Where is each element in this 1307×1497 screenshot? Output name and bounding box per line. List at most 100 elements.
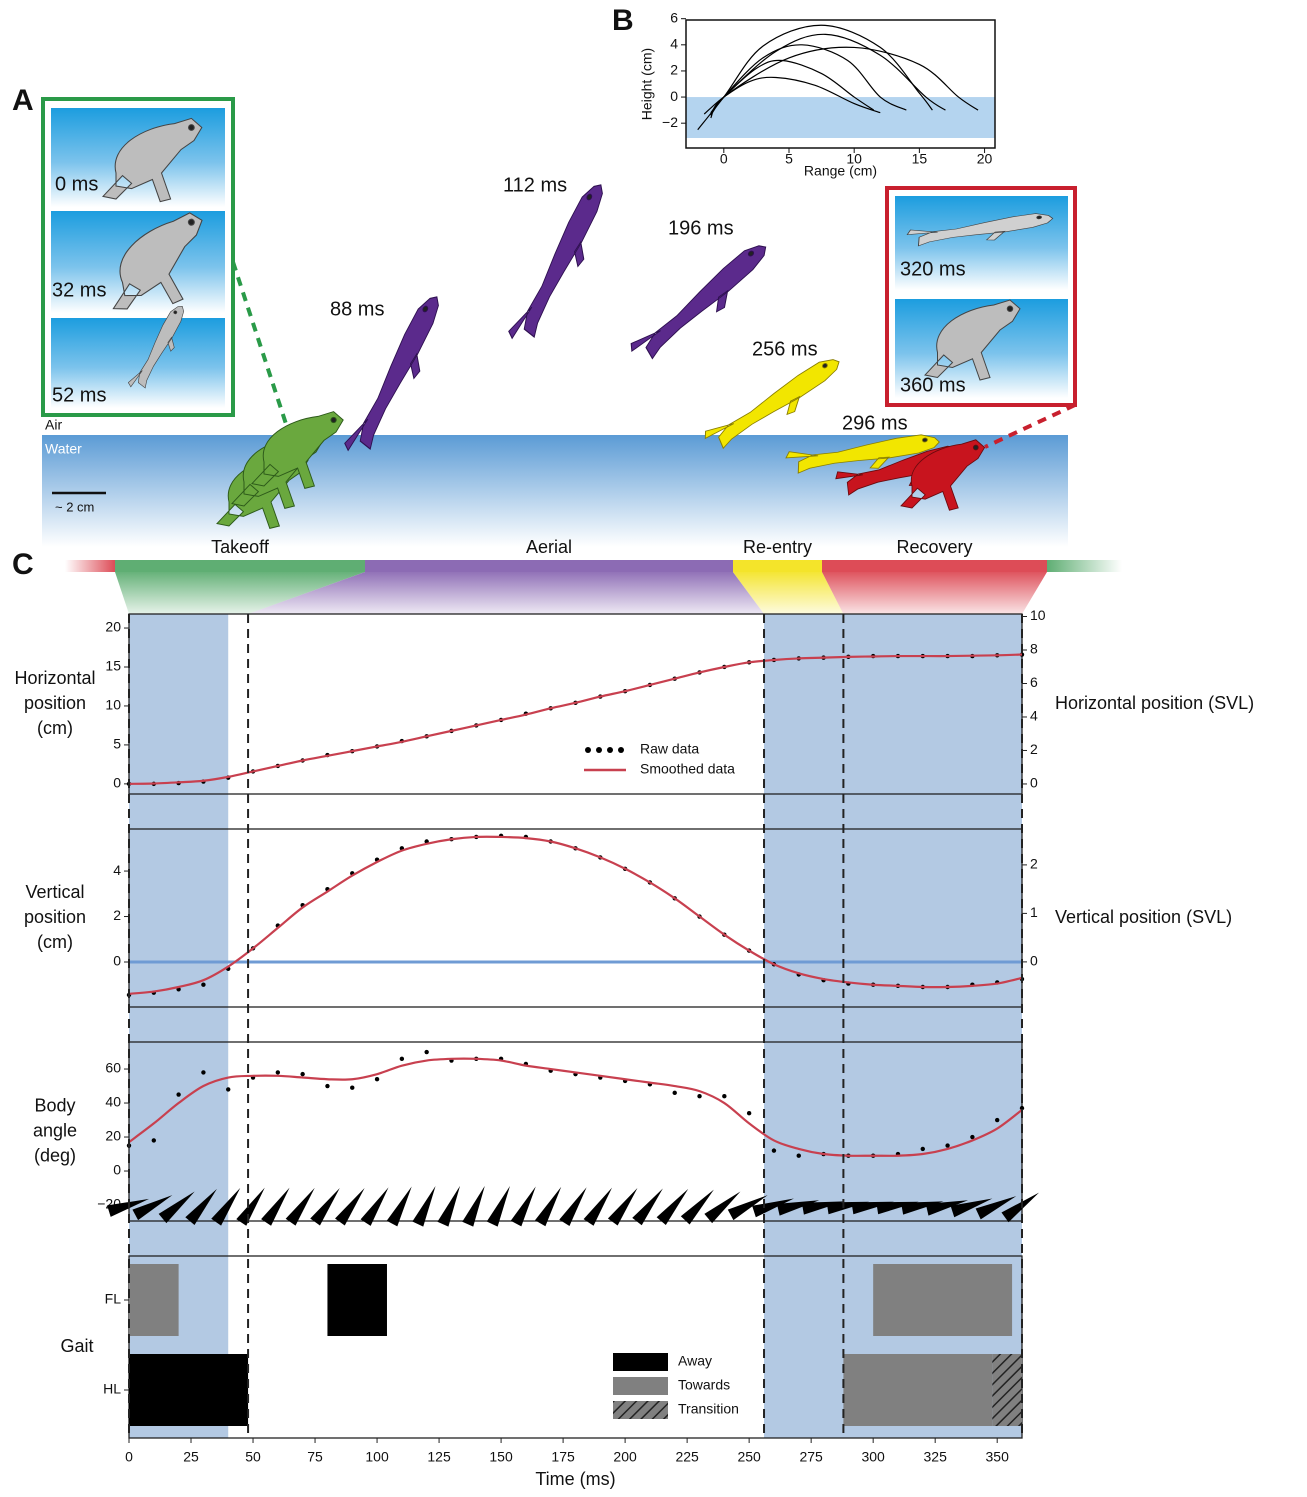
y-axis-label: Gait xyxy=(60,1336,93,1356)
frame-time: 52 ms xyxy=(52,384,106,406)
orientation-glyph xyxy=(657,1189,689,1225)
x-tick-label: 250 xyxy=(737,1449,761,1465)
raw-point xyxy=(325,1084,329,1088)
legend-label: Towards xyxy=(678,1377,730,1393)
y2-axis-label: Vertical position (SVL) xyxy=(1055,907,1232,927)
y-axis-label: (cm) xyxy=(37,932,73,952)
raw-point xyxy=(375,1077,379,1081)
gait-bar xyxy=(843,1354,992,1426)
y-tick-label: 2 xyxy=(113,907,121,923)
raw-point xyxy=(276,1070,280,1074)
frame-time: 256 ms xyxy=(752,338,818,360)
x-axis-label: Range (cm) xyxy=(804,163,877,179)
orientation-glyph xyxy=(335,1188,365,1226)
orientation-glyph xyxy=(310,1188,340,1226)
frame-time: 112 ms xyxy=(503,174,567,196)
y-tick-label: 60 xyxy=(105,1060,121,1076)
x-tick-label: 350 xyxy=(986,1449,1010,1465)
water-shade xyxy=(686,97,995,138)
y-axis-label: position xyxy=(24,693,86,713)
y-axis-label: position xyxy=(24,907,86,927)
raw-point xyxy=(722,1094,726,1098)
legend-label: Transition xyxy=(678,1401,739,1417)
legend-swatch xyxy=(613,1401,668,1419)
raw-point xyxy=(747,1111,751,1115)
frog xyxy=(507,179,619,351)
y-tick-label: 40 xyxy=(105,1094,121,1110)
y2-axis-label: Horizontal position (SVL) xyxy=(1055,693,1254,713)
y-tick-label: 4 xyxy=(113,862,121,878)
raw-point xyxy=(697,1094,701,1098)
x-tick-label: 300 xyxy=(861,1449,885,1465)
raw-point xyxy=(921,1147,925,1151)
raw-point xyxy=(772,1148,776,1152)
y-tick-label: 0 xyxy=(670,88,678,104)
y2-tick-label: 1 xyxy=(1030,904,1038,920)
orientation-glyph xyxy=(236,1188,264,1226)
phase-funnel xyxy=(822,572,1047,614)
orientation-glyph xyxy=(632,1188,663,1225)
orientation-glyph xyxy=(261,1188,289,1226)
legend-swatch xyxy=(613,1377,668,1395)
scale-label: ~ 2 cm xyxy=(55,499,94,514)
x-tick-label: 75 xyxy=(307,1449,323,1465)
panel-label: A xyxy=(12,84,34,117)
legend-label: Away xyxy=(678,1353,712,1369)
y2-tick-label: 10 xyxy=(1030,607,1046,623)
x-tick-label: 200 xyxy=(613,1449,637,1465)
orientation-glyph xyxy=(361,1187,389,1225)
phase-bar xyxy=(822,560,1047,572)
phase-bar xyxy=(115,560,365,572)
x-tick-label: 125 xyxy=(427,1449,451,1465)
orientation-glyph xyxy=(559,1187,586,1226)
x-tick-label: 50 xyxy=(245,1449,261,1465)
gait-bar xyxy=(129,1264,179,1336)
y-tick-label: 15 xyxy=(105,658,121,674)
phase-label: Takeoff xyxy=(211,537,270,557)
gait-bar xyxy=(327,1264,387,1336)
frame-time: 88 ms xyxy=(330,298,384,320)
frame-time: 360 ms xyxy=(900,374,966,396)
legend-label: Raw data xyxy=(640,741,699,757)
raw-point xyxy=(945,1143,949,1147)
y-axis-label: Horizontal xyxy=(14,668,95,688)
raw-point xyxy=(424,1050,428,1054)
frame-time: 0 ms xyxy=(55,173,98,195)
x-tick-label: 175 xyxy=(551,1449,575,1465)
y-tick-label: 0 xyxy=(113,775,121,791)
y-tick-label: 2 xyxy=(670,62,678,78)
panel-label: B xyxy=(612,4,634,37)
figure: ~ 2 cm Air Water 0 ms 32 ms 52 ms 320 ms… xyxy=(0,0,1307,1492)
y-tick-label: 20 xyxy=(105,619,121,635)
y-axis-label: (cm) xyxy=(37,718,73,738)
y-tick-label: 4 xyxy=(670,36,678,52)
raw-point xyxy=(201,1070,205,1074)
gait-bar xyxy=(873,1264,1012,1336)
phase-bar xyxy=(733,560,822,572)
y2-tick-label: 0 xyxy=(1030,775,1038,791)
x-tick-label: 20 xyxy=(977,151,993,167)
y-tick-label: 0 xyxy=(113,1162,121,1178)
raw-point xyxy=(797,1154,801,1158)
y-tick-label: 0 xyxy=(113,953,121,969)
y-tick-label: FL xyxy=(105,1291,122,1307)
phase-band-tail xyxy=(1047,560,1122,572)
gait-bar xyxy=(129,1354,248,1426)
phase-band-tail xyxy=(65,560,115,572)
y2-tick-label: 4 xyxy=(1030,708,1038,724)
orientation-glyph xyxy=(535,1187,561,1226)
y2-tick-label: 6 xyxy=(1030,674,1038,690)
y-tick-label: 10 xyxy=(105,697,121,713)
raw-point xyxy=(201,983,205,987)
legend-marker xyxy=(596,747,602,753)
connector xyxy=(233,262,288,430)
y-tick-label: 5 xyxy=(113,736,121,752)
y2-tick-label: 8 xyxy=(1030,641,1038,657)
y-axis-label: angle xyxy=(33,1120,77,1140)
frame-time: 320 ms xyxy=(900,258,966,280)
x-tick-label: 150 xyxy=(489,1449,513,1465)
x-axis-label: Time (ms) xyxy=(535,1469,615,1489)
x-tick-label: 275 xyxy=(799,1449,823,1465)
x-tick-label: 225 xyxy=(675,1449,699,1465)
x-tick-label: 15 xyxy=(912,151,928,167)
